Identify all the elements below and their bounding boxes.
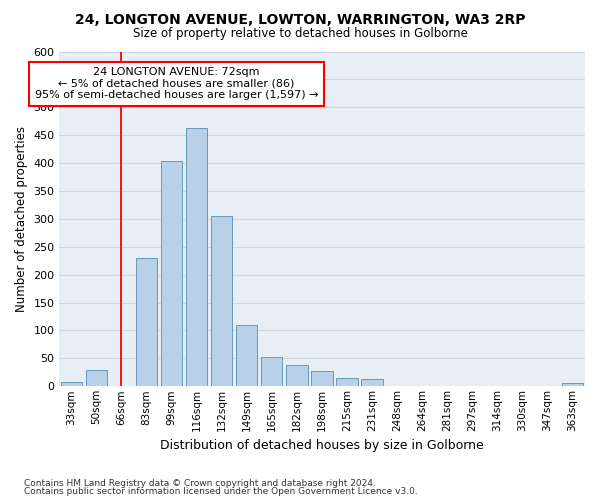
Bar: [61, 382, 82, 386]
Y-axis label: Number of detached properties: Number of detached properties: [15, 126, 28, 312]
X-axis label: Distribution of detached houses by size in Golborne: Distribution of detached houses by size …: [160, 440, 484, 452]
Bar: [236, 325, 257, 386]
Bar: [186, 128, 207, 386]
Text: 24, LONGTON AVENUE, LOWTON, WARRINGTON, WA3 2RP: 24, LONGTON AVENUE, LOWTON, WARRINGTON, …: [75, 12, 525, 26]
Text: Contains HM Land Registry data © Crown copyright and database right 2024.: Contains HM Land Registry data © Crown c…: [24, 478, 376, 488]
Bar: [86, 370, 107, 386]
Bar: [286, 365, 308, 386]
Bar: [337, 378, 358, 386]
Bar: [311, 370, 332, 386]
Text: Size of property relative to detached houses in Golborne: Size of property relative to detached ho…: [133, 28, 467, 40]
Bar: [361, 379, 383, 386]
Text: 24 LONGTON AVENUE: 72sqm
← 5% of detached houses are smaller (86)
95% of semi-de: 24 LONGTON AVENUE: 72sqm ← 5% of detache…: [35, 67, 319, 100]
Bar: [562, 384, 583, 386]
Bar: [161, 162, 182, 386]
Bar: [211, 216, 232, 386]
Bar: [136, 258, 157, 386]
Text: Contains public sector information licensed under the Open Government Licence v3: Contains public sector information licen…: [24, 487, 418, 496]
Bar: [261, 356, 283, 386]
